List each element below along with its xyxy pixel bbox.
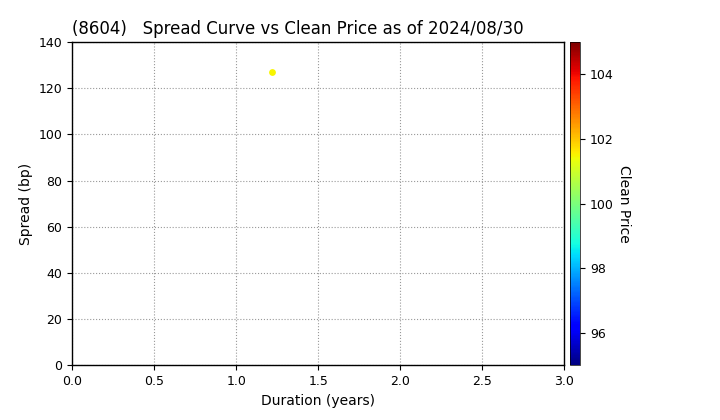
Text: (8604)   Spread Curve vs Clean Price as of 2024/08/30: (8604) Spread Curve vs Clean Price as of…: [72, 20, 523, 38]
Y-axis label: Clean Price: Clean Price: [617, 165, 631, 243]
Y-axis label: Spread (bp): Spread (bp): [19, 163, 33, 245]
Point: [266, 68, 278, 76]
X-axis label: Duration (years): Duration (years): [261, 394, 375, 408]
